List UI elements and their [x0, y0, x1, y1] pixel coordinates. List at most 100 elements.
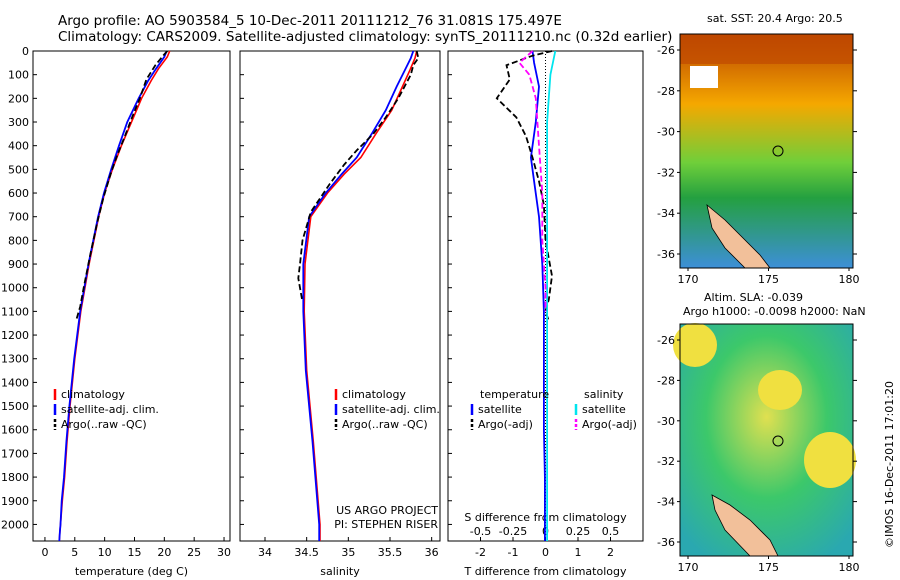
map-y-tick-label: -30	[657, 126, 675, 139]
sla-map: Altim. SLA: -0.039 Argo h1000: -0.0098 h…	[657, 291, 866, 574]
map-y-tick-label: -34	[657, 207, 675, 220]
legend-heading-salinity: salinity	[584, 388, 624, 401]
series-line-salinity-1	[302, 50, 415, 541]
x-tick-label-salinity: 35	[341, 546, 355, 559]
x-tick-label-temperature: 30	[217, 546, 231, 559]
y-tick-label: 1700	[1, 447, 29, 460]
x-axis-label-difference: T difference from climatology	[464, 565, 627, 578]
sst-argo-marker	[772, 145, 784, 157]
imos-credit: ©IMOS 16-Dec-2011 17:01:20	[883, 381, 896, 548]
series-line-salinity-0	[303, 50, 418, 541]
sst-cloud-gap	[690, 66, 718, 88]
x-tick-label-temperature: 15	[127, 546, 141, 559]
legend-label-difference: satellite	[582, 403, 626, 416]
legend-label-salinity: Argo(..raw -QC)	[342, 418, 428, 431]
sla-blob-center	[758, 370, 802, 410]
map-y-tick-label: -32	[657, 455, 675, 468]
series-line-salinity-2	[297, 50, 420, 303]
map-y-tick-label: -34	[657, 496, 675, 509]
map-y-tick-label: -28	[657, 374, 675, 387]
sla-blob-se	[804, 432, 856, 488]
sla-map-frame	[679, 323, 854, 557]
y-tick-label: 400	[8, 140, 29, 153]
y-tick-label: 600	[8, 187, 29, 200]
y-tick-label: 1800	[1, 471, 29, 484]
legend-label-difference: satellite	[478, 403, 522, 416]
legend-label-temperature: Argo(..raw -QC)	[61, 418, 147, 431]
y-tick-label: 1000	[1, 282, 29, 295]
y-tick-label: 2000	[1, 518, 29, 531]
sst-warm-band	[680, 34, 853, 64]
s-tick-label: 0.25	[566, 525, 591, 538]
sla-map-title2: Argo h1000: -0.0098 h2000: NaN	[683, 305, 866, 318]
series-line-difference-1	[495, 50, 553, 322]
legend-label-temperature: satellite-adj. clim.	[61, 403, 159, 416]
y-tick-label: 1200	[1, 329, 29, 342]
sla-argo-marker	[772, 435, 784, 447]
chart-title-line1: Argo profile: AO 5903584_5 10-Dec-2011 2…	[58, 13, 562, 29]
panel-temperature: 0 5 10 15 20 25 30 temperature (deg C) 0 100 200 30…	[1, 45, 231, 578]
x-tick-label-temperature: 0	[41, 546, 48, 559]
project-annotation: US ARGO PROJECT	[336, 504, 438, 517]
panel-difference: -2 -1 0 1 2 T difference from climatology -0.5…	[447, 50, 644, 578]
map-x-tick-label: 180	[839, 561, 860, 574]
sla-map-title1: Altim. SLA: -0.039	[704, 291, 803, 304]
panel-salinity: 34 34.5 35 35.5 36 salinity climatology satelli…	[239, 50, 441, 578]
s-tick-label: 0.5	[602, 525, 620, 538]
x-tick-label-temperature: 20	[157, 546, 171, 559]
s-tick-label: -0.5	[470, 525, 491, 538]
sst-map: sat. SST: 20.4 Argo: 20.5 -26 -28 -30 -32 -3…	[657, 12, 859, 286]
y-tick-label: 1500	[1, 400, 29, 413]
map-y-tick-label: -30	[657, 415, 675, 428]
map-x-tick-label: 170	[678, 561, 699, 574]
panel-frame-salinity	[239, 50, 441, 542]
y-tick-label: 200	[8, 92, 29, 105]
x-tick-label-salinity: 34.5	[294, 546, 319, 559]
y-tick-label: 800	[8, 234, 29, 247]
y-tick-label: 1400	[1, 376, 29, 389]
y-tick-label: 1300	[1, 353, 29, 366]
s-tick-label: -0.25	[499, 525, 527, 538]
panel-frame-temperature	[32, 50, 231, 542]
map-x-tick-label: 180	[839, 273, 860, 286]
series-line-difference-3	[518, 50, 547, 312]
map-y-tick-label: -32	[657, 166, 675, 179]
legend-heading-temperature: temperature	[480, 388, 549, 401]
sla-blob-nw	[673, 323, 717, 367]
map-y-tick-label: -26	[657, 44, 675, 57]
map-x-tick-label: 170	[678, 273, 699, 286]
map-x-tick-label: 175	[758, 273, 779, 286]
x-tick-label-difference: 2	[607, 546, 614, 559]
y-tick-label: 500	[8, 163, 29, 176]
series-line-difference-0	[529, 50, 546, 541]
project-annotation: PI: STEPHEN RISER	[334, 518, 438, 531]
x-tick-label-temperature: 25	[187, 546, 201, 559]
sst-map-title: sat. SST: 20.4 Argo: 20.5	[707, 12, 843, 25]
x-tick-label-salinity: 36	[425, 546, 439, 559]
x-tick-label-temperature: 5	[71, 546, 78, 559]
x-tick-label-difference: 1	[575, 546, 582, 559]
x-axis-label-temperature: temperature (deg C)	[75, 565, 188, 578]
x-tick-label-difference: 0	[542, 546, 549, 559]
chart-title-line2: Climatology: CARS2009. Satellite-adjuste…	[58, 29, 673, 45]
legend-label-difference: Argo(-adj)	[582, 418, 637, 431]
legend-label-temperature: climatology	[61, 388, 125, 401]
legend-label-difference: Argo(-adj)	[478, 418, 533, 431]
series-line-temperature-1	[58, 50, 168, 542]
y-tick-label: 300	[8, 116, 29, 129]
y-tick-label: 700	[8, 211, 29, 224]
x-tick-label-temperature: 10	[98, 546, 112, 559]
y-tick-label: 900	[8, 258, 29, 271]
y-tick-label: 1600	[1, 424, 29, 437]
x-tick-label-salinity: 34	[258, 546, 272, 559]
y-tick-label: 0	[22, 45, 29, 58]
legend-label-salinity: climatology	[342, 388, 406, 401]
map-y-tick-label: -36	[657, 536, 675, 549]
series-line-difference-2	[546, 50, 557, 541]
x-tick-label-difference: -2	[475, 546, 486, 559]
x-tick-label-difference: -1	[508, 546, 519, 559]
y-tick-label: 1100	[1, 305, 29, 318]
x-tick-label-salinity: 35.5	[378, 546, 403, 559]
map-y-tick-label: -36	[657, 248, 675, 261]
